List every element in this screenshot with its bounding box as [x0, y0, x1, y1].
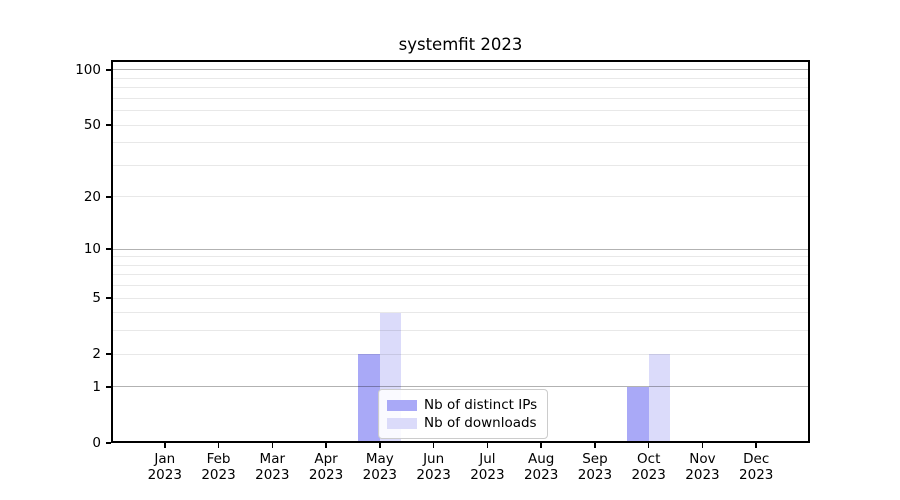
gridline-major	[112, 69, 809, 71]
x-tickmark-mar	[271, 443, 274, 448]
x-tick-month: Nov	[689, 451, 716, 467]
x-tick-year: 2023	[201, 467, 236, 483]
gridline-minor	[112, 196, 809, 198]
x-tick-year: 2023	[739, 467, 774, 483]
x-tick-label-may: May 2023	[335, 451, 425, 483]
gridline-minor	[112, 87, 809, 89]
spine-top	[111, 60, 810, 62]
x-tick-label-jan: Jan 2023	[120, 451, 210, 483]
gridline-minor	[112, 297, 809, 299]
legend-swatch-distinct-ips	[387, 399, 417, 411]
gridline-minor	[112, 256, 809, 258]
y-tickmark-50	[106, 124, 111, 126]
y-tickmark-5	[106, 297, 111, 299]
x-tick-year: 2023	[147, 467, 182, 483]
x-tickmark-apr	[325, 443, 327, 448]
gridline-minor	[112, 142, 809, 144]
x-tickmark-may	[379, 443, 381, 448]
gridline-minor	[112, 312, 809, 314]
x-tick-label-jun: Jun 2023	[389, 451, 479, 483]
chart-title: systemfit 2023	[398, 35, 523, 54]
y-tickmark-1	[106, 386, 111, 388]
gridline-minor	[112, 97, 809, 99]
y-tick-label-0: 0	[92, 435, 101, 451]
gridline-minor	[112, 264, 809, 266]
x-tick-month: Jan	[154, 451, 176, 467]
x-tickmark-oct	[647, 443, 650, 448]
gridline-minor	[112, 330, 809, 332]
x-tickmark-jun	[432, 443, 435, 448]
gridline-major	[112, 386, 809, 388]
x-tick-year: 2023	[685, 467, 720, 483]
bar-nb-of-distinct-ips-may	[358, 354, 380, 443]
y-tick-label-10: 10	[83, 241, 101, 258]
x-tick-month: Oct	[637, 451, 661, 467]
gridline-minor	[112, 274, 809, 276]
bar-nb-of-downloads-oct	[648, 354, 671, 443]
x-tick-month: May	[365, 451, 394, 467]
y-tick-label-2: 2	[92, 346, 101, 363]
x-tick-label-dec: Dec 2023	[711, 451, 801, 483]
legend-label-downloads: Nb of downloads	[424, 415, 537, 431]
legend-item-downloads: Nb of downloads	[387, 414, 539, 432]
y-tick-label-1: 1	[92, 378, 101, 395]
x-tick-year: 2023	[523, 467, 559, 483]
gridline-major	[112, 248, 809, 250]
x-tick-label-nov: Nov 2023	[657, 451, 747, 483]
spine-left	[111, 60, 113, 443]
x-tick-year: 2023	[416, 467, 451, 483]
legend-label-distinct-ips: Nb of distinct IPs	[424, 397, 538, 413]
x-tick-label-jul: Jul 2023	[442, 451, 532, 483]
x-tickmark-jan	[164, 443, 166, 448]
gridline-minor	[112, 124, 809, 126]
legend-swatch-downloads	[387, 417, 417, 429]
y-tick-label-50: 50	[83, 117, 101, 134]
x-tick-year: 2023	[362, 467, 398, 483]
x-tick-month: Jun	[423, 451, 445, 467]
y-tickmark-20	[106, 196, 111, 198]
legend: Nb of distinct IPs Nb of downloads	[378, 389, 548, 439]
x-tick-label-sep: Sep 2023	[550, 451, 640, 483]
gridline-minor	[112, 285, 809, 287]
x-tickmark-nov	[701, 443, 704, 448]
gridline-minor	[112, 353, 809, 355]
x-tick-month: Sep	[582, 451, 608, 467]
y-tick-label-100: 100	[75, 61, 101, 78]
spine-right	[808, 60, 810, 443]
gridline-minor	[112, 77, 809, 79]
x-tick-month: Jul	[479, 451, 496, 467]
x-tick-label-apr: Apr 2023	[281, 451, 371, 483]
x-tickmark-aug	[540, 443, 542, 448]
x-tick-month: Feb	[206, 451, 231, 467]
x-tick-month: Apr	[314, 451, 338, 467]
x-tick-label-aug: Aug 2023	[496, 451, 586, 483]
x-tickmark-feb	[217, 443, 220, 448]
y-tickmark-10	[106, 248, 111, 250]
y-tickmark-100	[106, 69, 111, 71]
x-tick-year: 2023	[577, 467, 613, 483]
x-tickmark-jul	[486, 443, 489, 448]
x-tick-year: 2023	[631, 467, 666, 483]
x-tick-month: Aug	[527, 451, 555, 467]
x-tick-label-feb: Feb 2023	[174, 451, 264, 483]
x-tick-year: 2023	[255, 467, 290, 483]
gridline-minor	[112, 110, 809, 112]
x-tick-label-mar: Mar 2023	[227, 451, 317, 483]
x-tick-month: Mar	[259, 451, 286, 467]
x-tick-label-oct: Oct 2023	[604, 451, 694, 483]
gridline-minor	[112, 164, 809, 166]
x-tick-month: Dec	[743, 451, 770, 467]
x-tick-year: 2023	[470, 467, 505, 483]
x-tick-year: 2023	[308, 467, 344, 483]
y-tickmark-2	[106, 353, 111, 355]
spine-bottom	[111, 441, 810, 443]
y-tick-label-5: 5	[92, 290, 101, 307]
bar-nb-of-distinct-ips-oct	[627, 386, 649, 443]
y-tick-label-20: 20	[83, 188, 101, 205]
x-tickmark-sep	[594, 443, 596, 448]
y-tickmark-0	[106, 442, 111, 444]
legend-item-distinct-ips: Nb of distinct IPs	[387, 396, 539, 414]
x-tickmark-dec	[755, 443, 757, 448]
